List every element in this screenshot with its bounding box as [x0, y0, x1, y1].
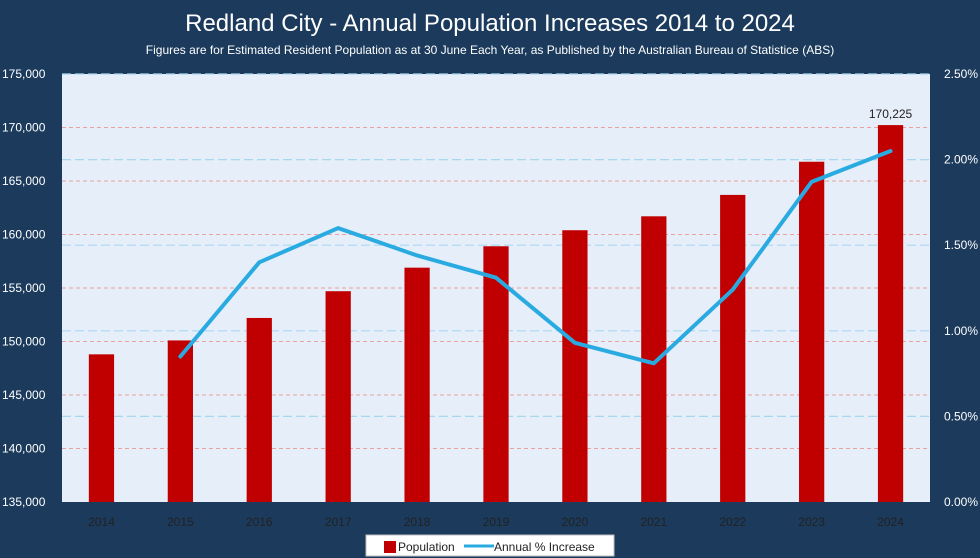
x-tick-label: 2015 — [167, 515, 194, 529]
legend-percent-label: Annual % Increase — [494, 540, 595, 554]
legend-population-label: Population — [398, 540, 455, 554]
x-tick-label: 2023 — [798, 515, 825, 529]
right-axis-ticks: 0.00% 0.50% 1.00% 1.50% 2.00% 2.50% — [944, 67, 978, 509]
x-tick-label: 2019 — [483, 515, 510, 529]
left-axis-ticks: 135,000 140,000 145,000 150,000 155,000 160,0… — [2, 67, 46, 509]
bar-2016 — [246, 317, 272, 502]
y-left-tick-label: 145,000 — [2, 388, 46, 402]
data-label: 170,225 — [869, 107, 913, 121]
x-tick-label: 2018 — [404, 515, 431, 529]
y-right-tick-label: 1.50% — [944, 238, 978, 252]
y-left-tick-label: 165,000 — [2, 174, 46, 188]
bar-2015 — [167, 340, 193, 502]
y-left-tick-label: 135,000 — [2, 495, 46, 509]
y-right-tick-label: 2.00% — [944, 153, 978, 167]
y-right-tick-label: 1.00% — [944, 324, 978, 338]
chart-subtitle: Figures are for Estimated Resident Popul… — [145, 43, 835, 57]
x-tick-label: 2021 — [640, 515, 667, 529]
x-axis-ticks: 2014 2015 2016 2017 2018 2019 2020 2021 2022 2023… — [88, 515, 904, 529]
chart-title: Redland City - Annual Population Increas… — [185, 10, 795, 37]
annotations: 170,225 — [869, 107, 913, 121]
x-tick-label: 2022 — [719, 515, 746, 529]
y-left-tick-label: 150,000 — [2, 335, 46, 349]
x-tick-label: 2014 — [88, 515, 115, 529]
y-left-tick-label: 175,000 — [2, 67, 46, 81]
percent-line-layer — [178, 149, 893, 366]
y-right-tick-label: 0.50% — [944, 409, 978, 423]
x-tick-label: 2017 — [325, 515, 352, 529]
bar-2020 — [562, 230, 588, 502]
y-left-tick-label: 140,000 — [2, 442, 46, 456]
annual-percent-line — [178, 149, 893, 366]
x-tick-label: 2024 — [877, 515, 904, 529]
y-right-tick-label: 2.50% — [944, 67, 978, 81]
bar-2024 — [877, 125, 904, 502]
y-left-tick-label: 155,000 — [2, 281, 46, 295]
legend: Population Annual % Increase — [365, 534, 615, 557]
x-tick-label: 2020 — [562, 515, 589, 529]
x-tick-label: 2016 — [246, 515, 273, 529]
y-left-tick-label: 170,000 — [2, 121, 46, 135]
bar-2019 — [483, 246, 509, 502]
y-left-tick-label: 160,000 — [2, 228, 46, 242]
bar-2023 — [799, 161, 825, 503]
y-right-tick-label: 0.00% — [944, 495, 978, 509]
bar-2017 — [325, 291, 351, 502]
legend-population-swatch — [384, 541, 396, 553]
bar-2014 — [88, 354, 115, 502]
bar-2018 — [404, 267, 430, 502]
bar-2022 — [720, 194, 746, 502]
